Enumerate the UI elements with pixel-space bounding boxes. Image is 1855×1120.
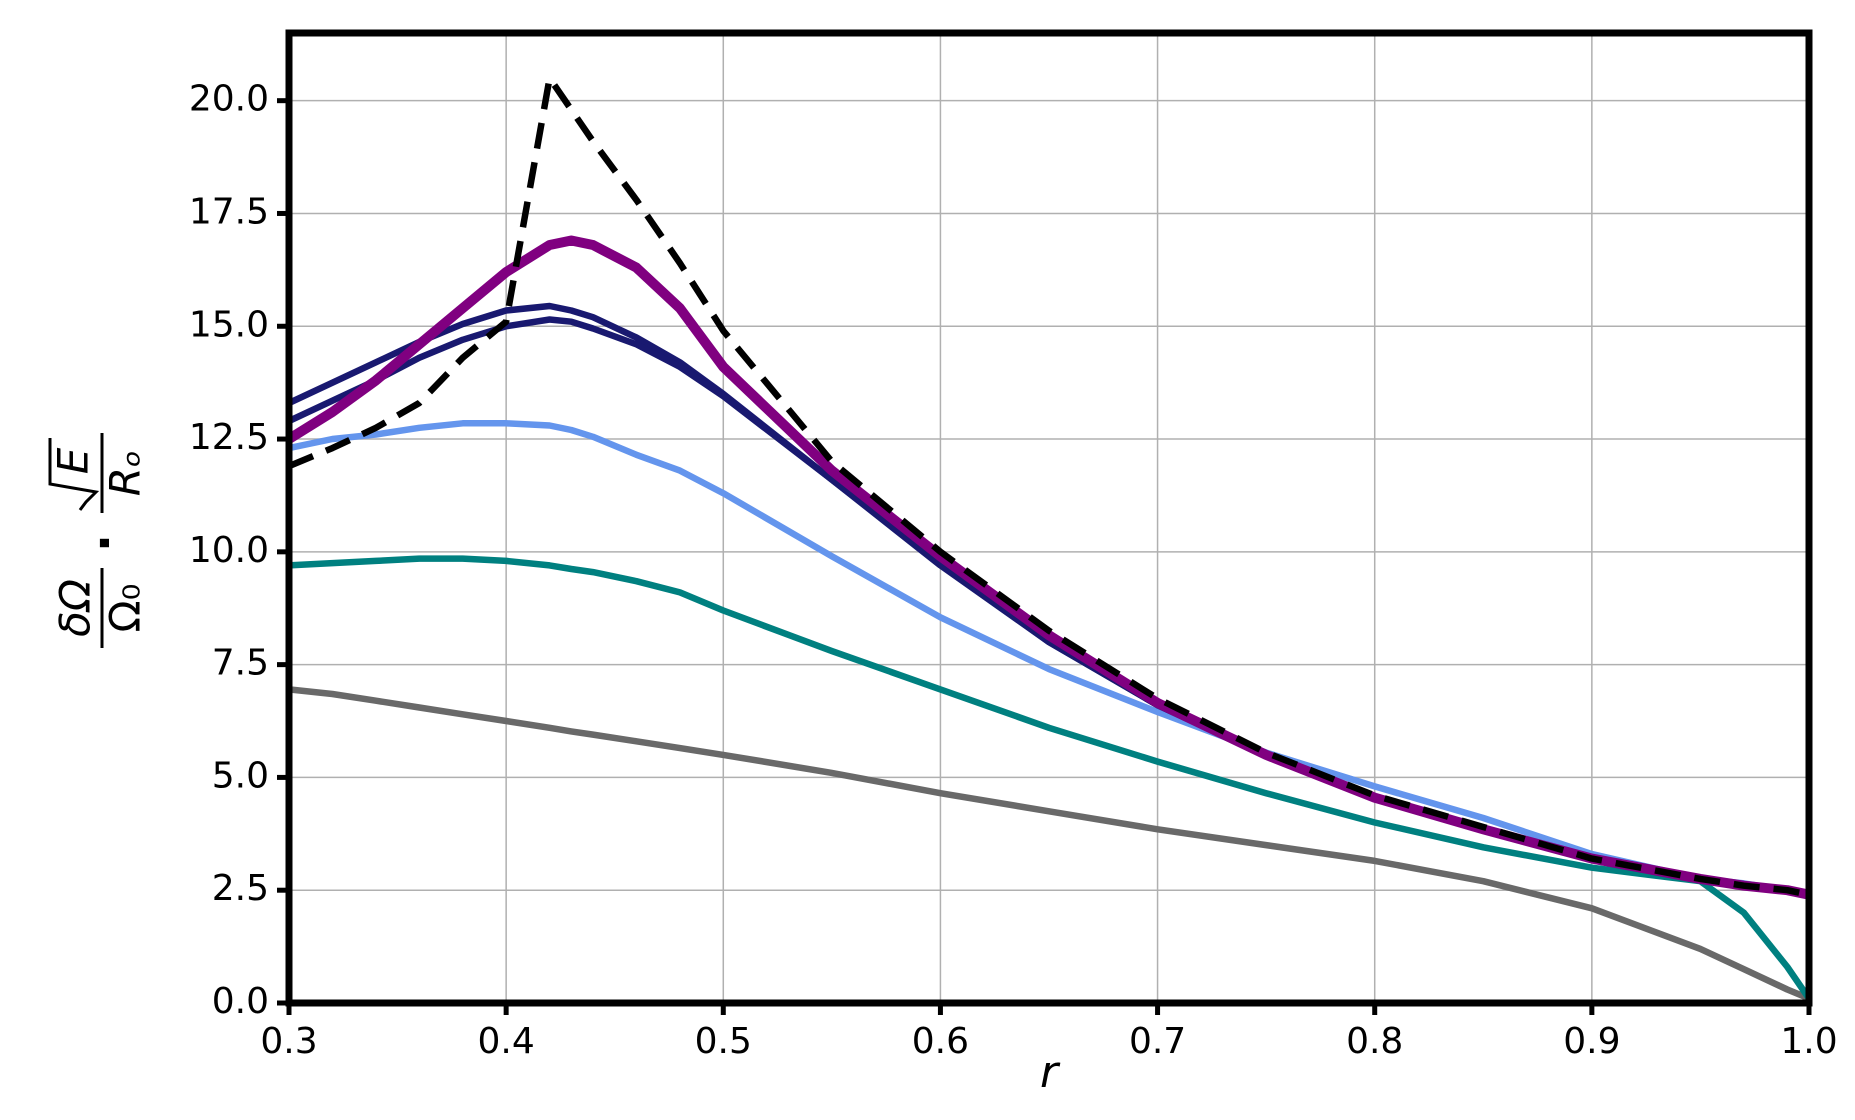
y-tick-label: 20.0 xyxy=(189,79,269,120)
x-tick-label: 0.3 xyxy=(260,1021,317,1062)
sqrt-sign xyxy=(48,438,100,511)
y-label-part: δΩ xyxy=(51,579,100,637)
x-tick-label: 1.0 xyxy=(1780,1021,1837,1062)
y-tick-label: 2.5 xyxy=(212,868,269,909)
y-label-part: Ω₀ xyxy=(101,584,150,633)
grid xyxy=(288,33,1810,1004)
y-tick-label: 7.5 xyxy=(212,643,269,684)
series-line xyxy=(288,686,1811,1002)
y-label-part: Rₒ xyxy=(101,450,150,497)
series-line xyxy=(286,235,1811,900)
series-line xyxy=(287,74,1810,898)
plot-frame xyxy=(285,29,1813,1007)
x-tick-label: 0.5 xyxy=(695,1021,752,1062)
y-label-part: · xyxy=(77,534,133,552)
x-axis-label: r xyxy=(1040,1047,1061,1098)
y-tick-label: 10.0 xyxy=(189,530,269,571)
y-tick-label: 12.5 xyxy=(189,417,269,458)
y-tick-label: 17.5 xyxy=(189,191,269,232)
x-tick-label: 0.7 xyxy=(1129,1021,1186,1062)
series-line xyxy=(288,555,1812,1001)
series-line xyxy=(288,420,1810,898)
y-tick-label: 15.0 xyxy=(189,304,269,345)
x-tick-label: 0.6 xyxy=(912,1021,969,1062)
series-line xyxy=(287,302,1810,898)
ticks: 0.3 0.4 0.5 0.6 0.7 0.8 0.9 1.0 0.0 2.5 5.0 7.5 10.0… xyxy=(189,79,1838,1062)
x-tick-label: 0.9 xyxy=(1563,1021,1620,1062)
x-tick-label: 0.4 xyxy=(478,1021,535,1062)
y-tick-label: 5.0 xyxy=(212,755,269,796)
x-tick-label: 0.8 xyxy=(1346,1021,1403,1062)
y-axis-label: δΩ Ω₀ · E Rₒ xyxy=(48,433,150,648)
y-label-part: E xyxy=(49,447,98,474)
lines xyxy=(286,74,1812,1002)
y-tick-label: 0.0 xyxy=(212,981,269,1022)
